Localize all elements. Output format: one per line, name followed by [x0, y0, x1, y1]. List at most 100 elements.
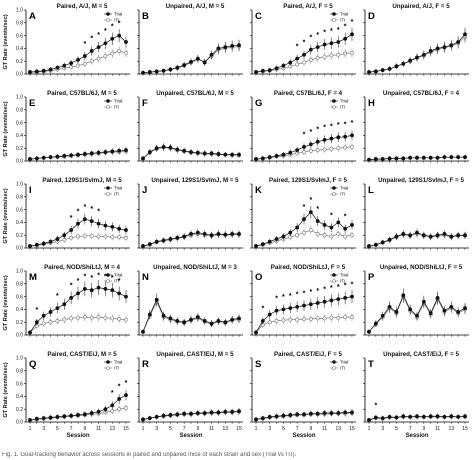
data-point-trial [394, 64, 399, 69]
data-point-trial [195, 150, 200, 155]
data-point-iti [117, 49, 122, 53]
data-point-trial [89, 411, 94, 415]
x-tick-label: 9 [196, 426, 199, 432]
legend-swatch-marker [332, 18, 336, 22]
data-point-trial [117, 33, 122, 38]
data-point-iti [281, 318, 286, 323]
data-point-trial [223, 409, 228, 414]
data-point-trial [401, 156, 406, 161]
y-tick-label: 0.0 [16, 72, 23, 78]
data-point-trial [336, 40, 341, 44]
x-tick-label: 3 [381, 426, 384, 432]
data-point-trial [322, 411, 327, 415]
data-point-trial [308, 210, 313, 215]
legend-label: Trial [114, 99, 122, 104]
data-point-iti [124, 317, 128, 322]
data-point-trial [110, 36, 115, 41]
legend-swatch-marker [332, 360, 336, 364]
significance-star: * [83, 204, 86, 211]
data-point-trial [117, 291, 122, 296]
significance-star: * [83, 41, 86, 48]
data-point-trial [34, 69, 39, 74]
data-point-iti [343, 51, 348, 56]
data-point-trial [254, 330, 258, 335]
legend-swatch-marker [106, 12, 110, 16]
panel-letter: B [142, 11, 149, 22]
significance-star: * [309, 129, 312, 136]
data-point-trial [336, 220, 341, 225]
legend-label: Trial [340, 273, 348, 278]
data-point-iti [117, 235, 122, 240]
data-point-trial [237, 152, 241, 157]
significance-star: * [323, 286, 326, 293]
data-point-trial [442, 308, 447, 313]
data-point-trial [41, 155, 46, 160]
data-point-iti [124, 406, 128, 410]
data-point-trial [456, 310, 461, 314]
y-tick-label: 1.0 [16, 182, 23, 188]
significance-star: * [330, 123, 333, 130]
data-point-trial [96, 285, 101, 290]
data-point-trial [274, 153, 279, 158]
data-point-trial [394, 415, 399, 420]
data-point-trial [110, 149, 115, 154]
data-point-trial [110, 403, 115, 408]
data-point-trial [103, 150, 108, 154]
legend-swatch-marker [106, 186, 110, 190]
y-tick-label: 0.2 [16, 407, 23, 413]
data-point-trial [110, 288, 115, 293]
data-point-trial [267, 155, 272, 160]
legend-swatch-marker [106, 366, 110, 370]
data-point-iti [48, 320, 53, 325]
panel-h: Unpaired, C57BL/6J, F = 4 H [363, 90, 469, 163]
data-point-iti [336, 146, 341, 151]
x-tick-label: 3 [155, 426, 158, 432]
data-point-trial [421, 155, 426, 160]
data-point-trial [62, 63, 67, 68]
panel-title: Unpaired, 129S1/SvImJ, F = 5 [378, 177, 464, 184]
data-point-trial [28, 330, 32, 335]
data-point-trial [281, 152, 286, 157]
data-point-iti [302, 230, 306, 235]
data-point-trial [442, 414, 447, 419]
data-point-trial [350, 32, 354, 37]
significance-star: * [330, 285, 333, 292]
data-point-iti [322, 233, 327, 238]
legend-label: ITI [114, 105, 119, 110]
data-point-trial [216, 410, 221, 415]
significance-star: * [330, 28, 333, 35]
y-tick-label: 0.2 [16, 320, 23, 326]
data-point-trial [463, 32, 467, 37]
panel-letter: I [29, 185, 32, 196]
panel-d: Unpaired, A/J, F = 5 D [363, 3, 469, 76]
panel-title: Paired, C57BL/6J, M = 5 [47, 90, 117, 97]
data-point-trial [189, 317, 193, 322]
x-tick-label: 5 [169, 426, 172, 432]
data-point-trial [373, 69, 378, 74]
significance-star: * [70, 283, 73, 290]
data-point-trial [408, 233, 413, 238]
data-point-iti [308, 148, 313, 153]
panel-letter: J [142, 185, 147, 196]
data-point-trial [69, 413, 74, 418]
y-tick-label: 0.6 [16, 207, 23, 213]
y-tick-label: 1.0 [16, 269, 23, 275]
data-point-iti [82, 61, 87, 66]
panel-a: Paired, A/J, M = 5 A 0.0 0.2 0.4 0.6 0.8 1.0 GT … [3, 3, 130, 78]
data-point-trial [350, 410, 354, 415]
x-tick-label: 15 [123, 426, 129, 432]
panel-letter: G [255, 98, 262, 109]
data-point-trial [209, 151, 214, 156]
panel-q: Paired, CAST/EiJ, M = 5 Q 0.0 0.2 0.4 0.6 0.8 1… [3, 351, 130, 439]
series-line-trial [142, 298, 240, 332]
data-point-trial [209, 233, 214, 238]
data-point-trial [428, 414, 433, 419]
significance-star: * [282, 294, 285, 301]
data-point-trial [124, 148, 128, 153]
data-point-trial [295, 56, 300, 61]
data-point-trial [428, 49, 433, 53]
data-point-iti [103, 54, 108, 58]
data-point-trial [96, 221, 101, 226]
data-point-trial [435, 295, 440, 300]
